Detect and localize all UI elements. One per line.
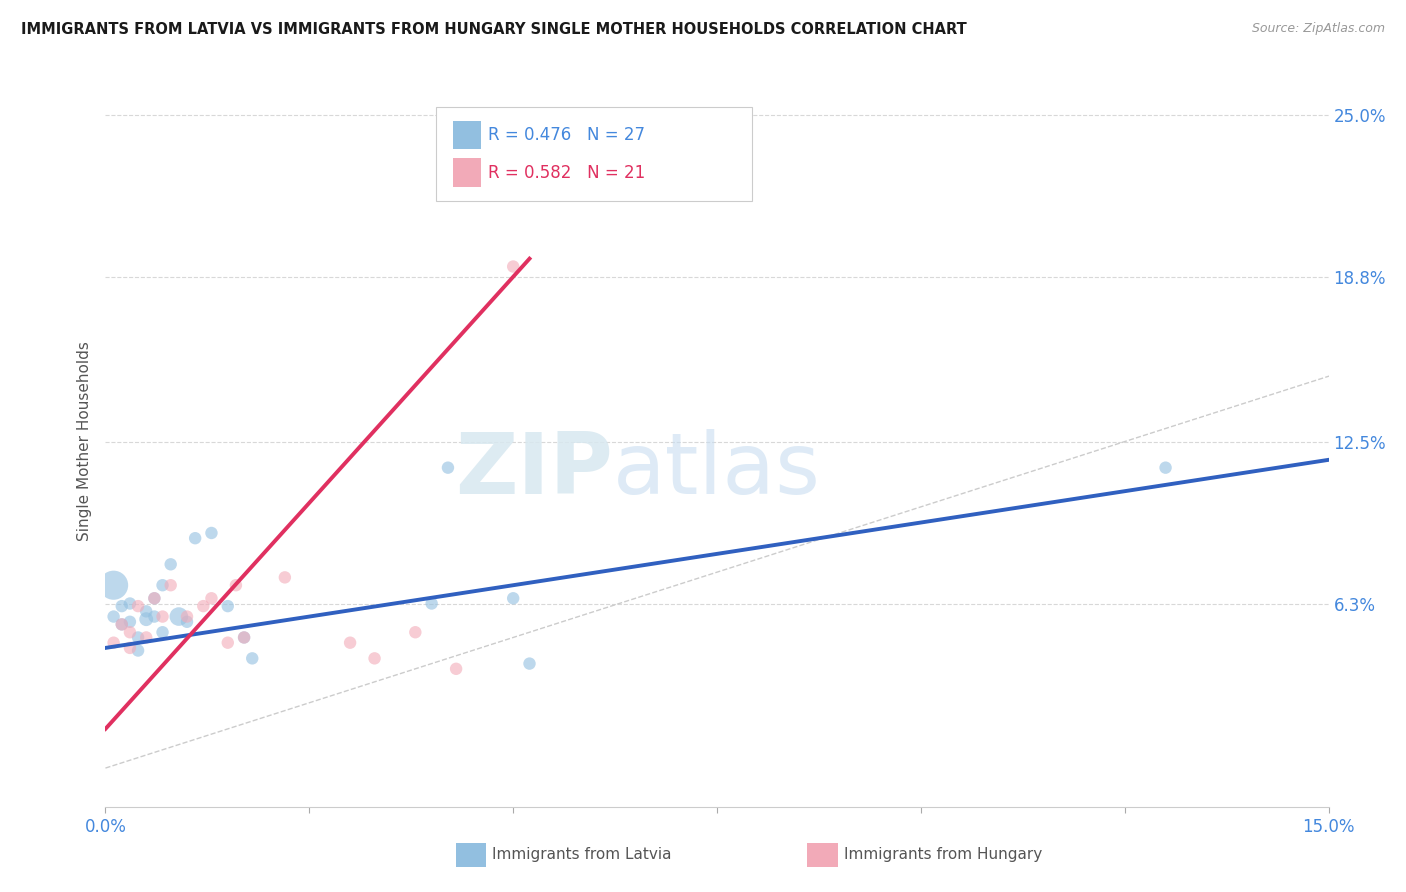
Y-axis label: Single Mother Households: Single Mother Households <box>77 342 93 541</box>
Point <box>420 597 443 611</box>
Point <box>118 597 141 611</box>
Point <box>502 591 524 606</box>
Point <box>176 615 198 629</box>
Point <box>233 631 256 645</box>
Point <box>363 651 385 665</box>
Point <box>135 604 157 618</box>
Point <box>143 591 166 606</box>
Point <box>339 635 361 649</box>
Point <box>152 609 174 624</box>
Point <box>1154 460 1177 475</box>
Point <box>274 570 297 584</box>
Text: ZIP: ZIP <box>456 429 613 512</box>
Point <box>143 609 166 624</box>
Point <box>118 625 141 640</box>
Point <box>118 640 141 655</box>
Text: Source: ZipAtlas.com: Source: ZipAtlas.com <box>1251 22 1385 36</box>
Point <box>159 578 181 592</box>
Point <box>184 531 207 545</box>
Point <box>111 599 134 614</box>
Point <box>103 578 125 592</box>
Point <box>502 260 524 274</box>
Point <box>135 631 157 645</box>
Point <box>225 578 247 592</box>
Point <box>103 609 125 624</box>
Text: IMMIGRANTS FROM LATVIA VS IMMIGRANTS FROM HUNGARY SINGLE MOTHER HOUSEHOLDS CORRE: IMMIGRANTS FROM LATVIA VS IMMIGRANTS FRO… <box>21 22 967 37</box>
Point <box>111 617 134 632</box>
Point <box>200 526 222 541</box>
Point <box>103 635 125 649</box>
Point <box>217 599 239 614</box>
Point <box>444 662 467 676</box>
Text: Immigrants from Hungary: Immigrants from Hungary <box>844 847 1042 862</box>
Point <box>176 609 198 624</box>
Point <box>404 625 426 640</box>
Text: atlas: atlas <box>613 429 821 512</box>
Text: R = 0.582   N = 21: R = 0.582 N = 21 <box>488 163 645 181</box>
Point <box>152 625 174 640</box>
Point <box>152 578 174 592</box>
Point <box>240 651 263 665</box>
Point <box>127 643 149 657</box>
Point <box>127 631 149 645</box>
Point <box>143 591 166 606</box>
Point <box>159 558 181 572</box>
Point <box>118 615 141 629</box>
Point <box>167 609 190 624</box>
Text: Immigrants from Latvia: Immigrants from Latvia <box>492 847 672 862</box>
Point <box>135 612 157 626</box>
Point <box>200 591 222 606</box>
Point <box>233 631 256 645</box>
Point <box>217 635 239 649</box>
Point <box>437 460 460 475</box>
Point <box>193 599 215 614</box>
Point <box>111 617 134 632</box>
Point <box>127 599 149 614</box>
Point <box>519 657 541 671</box>
Text: R = 0.476   N = 27: R = 0.476 N = 27 <box>488 127 645 145</box>
